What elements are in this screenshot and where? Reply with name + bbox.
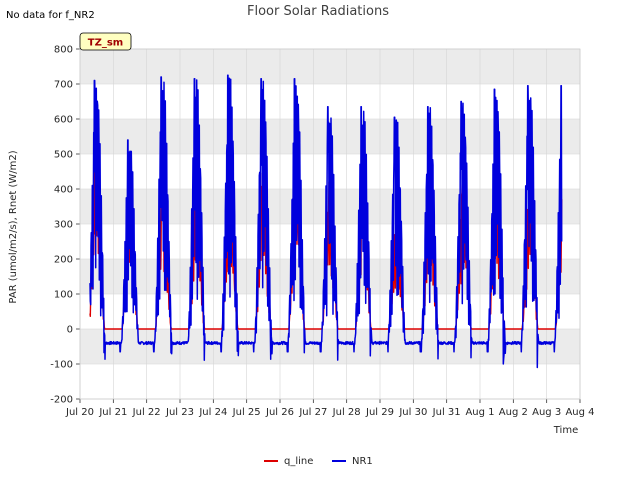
y-axis-label: PAR (umol/m2/s), Rnet (W/m2)	[8, 150, 19, 303]
y-tick-label: 100	[54, 290, 73, 301]
x-tick-label: Jul 22	[132, 407, 161, 418]
y-tick-label: 200	[54, 255, 73, 266]
x-tick-label: Jul 24	[198, 407, 227, 418]
grid-band	[80, 329, 580, 364]
tz-badge-label: TZ_sm	[88, 38, 123, 49]
legend: q_line NR1	[264, 456, 373, 467]
x-tick-label: Jul 27	[298, 407, 327, 418]
legend-label-nr1: NR1	[352, 456, 373, 467]
y-tick-label: 700	[54, 80, 73, 91]
x-tick-label: Jul 25	[232, 407, 261, 418]
x-tick-label: Jul 29	[365, 407, 394, 418]
y-tick-label: 800	[54, 45, 73, 56]
x-tick-label: Jul 21	[98, 407, 127, 418]
y-tick-label: 400	[54, 185, 73, 196]
chart-title: Floor Solar Radiations	[247, 4, 389, 19]
x-tick-label: Jul 23	[165, 407, 194, 418]
x-tick-label: Aug 1	[465, 407, 494, 418]
legend-label-q-line: q_line	[284, 456, 313, 467]
y-tick-label: 300	[54, 220, 73, 231]
x-tick-label: Jul 28	[332, 407, 361, 418]
y-tick-label: 500	[54, 150, 73, 161]
y-tick-label: 600	[54, 115, 73, 126]
y-tick-label: -100	[50, 360, 73, 371]
series-line-nr1	[89, 74, 563, 369]
x-axis-label: Time	[553, 425, 578, 436]
x-tick-label: Aug 4	[565, 407, 594, 418]
y-tick-label: -200	[50, 395, 73, 406]
x-tick-label: Jul 26	[265, 407, 294, 418]
x-tick-label: Jul 30	[398, 407, 427, 418]
y-tick-label: 0	[67, 325, 73, 336]
no-data-note: No data for f_NR2	[6, 10, 95, 21]
x-tick-label: Jul 20	[65, 407, 94, 418]
plot-frame	[79, 48, 581, 400]
tz-badge: TZ_sm	[79, 32, 132, 51]
x-tick-label: Aug 3	[532, 407, 561, 418]
grid-band	[80, 49, 580, 84]
x-tick-label: Aug 2	[499, 407, 528, 418]
x-tick-label: Jul 31	[432, 407, 461, 418]
